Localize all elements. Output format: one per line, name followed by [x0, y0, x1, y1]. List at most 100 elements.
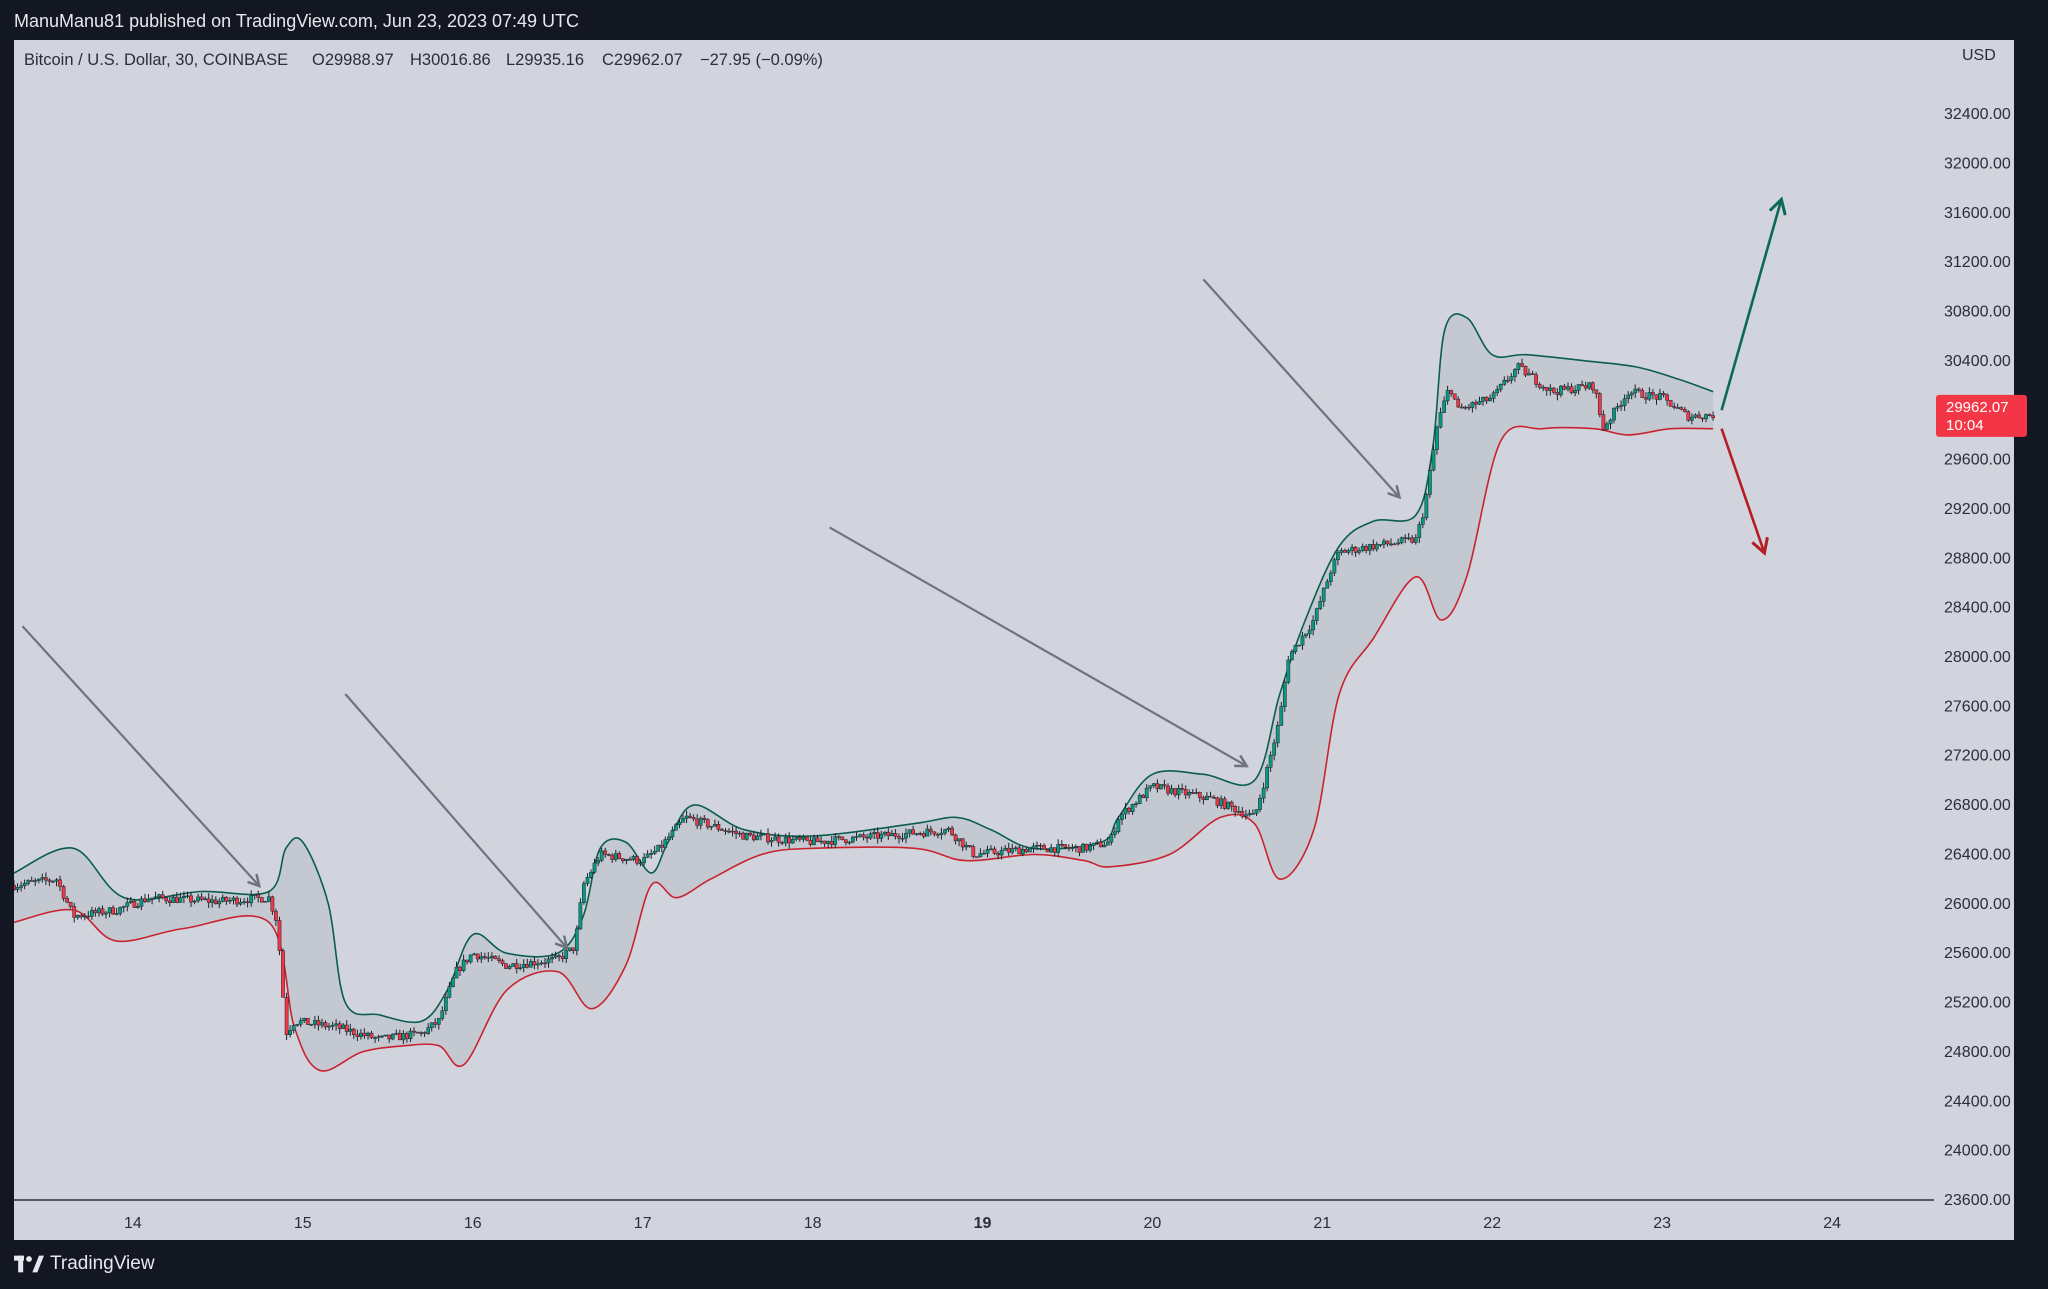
candle-body: [394, 1032, 399, 1035]
candle-body: [1661, 393, 1666, 396]
candle-body: [1360, 546, 1365, 551]
candle-body: [295, 1024, 300, 1026]
candle-body: [989, 848, 993, 851]
legend-symbol: Bitcoin / U.S. Dollar, 30, COINBASE: [24, 51, 288, 69]
annotation-arrow-gray[interactable]: [344, 693, 566, 947]
candle-body: [773, 836, 777, 841]
candle-body: [203, 898, 208, 900]
candle-body: [1346, 550, 1351, 553]
candle-body: [1612, 407, 1616, 421]
candle-body: [797, 837, 802, 840]
candle-body: [383, 1034, 388, 1037]
candle-body: [1658, 393, 1662, 400]
candle-body: [196, 896, 200, 902]
candle-body: [663, 839, 668, 848]
candle-body: [1555, 392, 1560, 396]
candle-body: [309, 1024, 314, 1026]
candle-body: [695, 818, 700, 826]
y-tick-label: 29200.00: [1944, 501, 2011, 518]
candle-body: [1505, 379, 1510, 382]
annotation-arrow-gray[interactable]: [21, 625, 259, 885]
candle-body: [500, 960, 505, 964]
candle-body: [854, 836, 859, 838]
candle-body: [1382, 540, 1386, 545]
candle-body: [337, 1023, 342, 1029]
candle-body: [1559, 385, 1563, 396]
candle-body: [1095, 841, 1100, 844]
chart-area[interactable]: 14 15 16 17 18 19 20 21 22 23 24 USD 23600.00 24000…: [0, 0, 2048, 1240]
candle-body: [1325, 581, 1330, 589]
candle-body: [1697, 414, 1701, 419]
annotation-arrow-red[interactable]: [1720, 428, 1765, 552]
candle-body: [468, 954, 473, 963]
candle-body: [373, 1037, 377, 1039]
candle-body: [1166, 785, 1170, 794]
candle-body: [19, 885, 23, 888]
candle-body: [819, 840, 823, 843]
candle-body: [932, 831, 937, 835]
legend-close: C29962.07: [602, 51, 683, 69]
candle-body: [1477, 401, 1482, 405]
candle-body: [217, 901, 222, 905]
candle-body: [405, 1033, 409, 1040]
candle-body: [840, 836, 845, 840]
candle-body: [1201, 797, 1206, 800]
candle-body: [454, 966, 459, 979]
candle-body: [150, 897, 154, 900]
candle-body: [1307, 629, 1312, 635]
candle-body: [1013, 847, 1018, 850]
candle-body: [65, 898, 69, 903]
candle-body: [228, 900, 232, 902]
candle-body: [1392, 543, 1397, 546]
candle-body: [1665, 394, 1669, 401]
candle-body: [302, 1017, 307, 1021]
candle-body: [387, 1034, 392, 1040]
candle-body: [734, 830, 738, 834]
candle-body: [486, 957, 491, 959]
candle-body: [1403, 537, 1408, 539]
candle-body: [355, 1034, 360, 1037]
candle-body: [1261, 787, 1266, 799]
candle-body: [681, 818, 685, 823]
candle-body: [291, 1025, 296, 1031]
candle-body: [1562, 385, 1567, 390]
candle-body: [1144, 787, 1149, 799]
candle-body: [578, 902, 583, 930]
candle-body: [528, 961, 533, 968]
published-line: ManuManu81 published on TradingView.com,…: [14, 11, 580, 31]
candle-body: [86, 915, 91, 918]
candle-body: [164, 897, 169, 902]
candle-body: [1286, 659, 1291, 683]
candle-body: [504, 963, 508, 969]
tradingview-brand[interactable]: TradingView: [14, 1253, 155, 1275]
candle-body: [815, 837, 820, 843]
candle-body: [242, 901, 246, 903]
candle-body: [953, 834, 958, 842]
candle-body: [628, 859, 632, 861]
annotation-arrow-gray[interactable]: [1202, 278, 1398, 496]
annotation-arrow-green[interactable]: [1720, 200, 1782, 411]
candle-body: [674, 824, 678, 831]
candle-body: [1240, 811, 1245, 817]
y-tick-label: 27200.00: [1944, 748, 2011, 765]
plot-layer: [14, 313, 1715, 1072]
candle-body: [1328, 572, 1333, 582]
y-tick-label: 26400.00: [1944, 847, 2011, 864]
candle-body: [1151, 783, 1156, 786]
candle-body: [1272, 742, 1277, 756]
candle-body: [1077, 846, 1082, 853]
candle-body: [737, 832, 742, 835]
candle-body: [44, 877, 48, 881]
candle-body: [1275, 725, 1280, 744]
candle-body: [642, 857, 646, 864]
candle-body: [996, 853, 1000, 856]
candle-body: [143, 898, 147, 903]
candle-body: [1378, 544, 1383, 546]
candle-body: [1222, 798, 1227, 809]
x-tick-label: 16: [464, 1215, 482, 1232]
candle-body: [978, 853, 983, 857]
annotation-arrow-gray[interactable]: [829, 526, 1246, 765]
candle-body: [907, 829, 912, 834]
candle-body: [560, 956, 565, 959]
candle-body: [1406, 537, 1411, 540]
